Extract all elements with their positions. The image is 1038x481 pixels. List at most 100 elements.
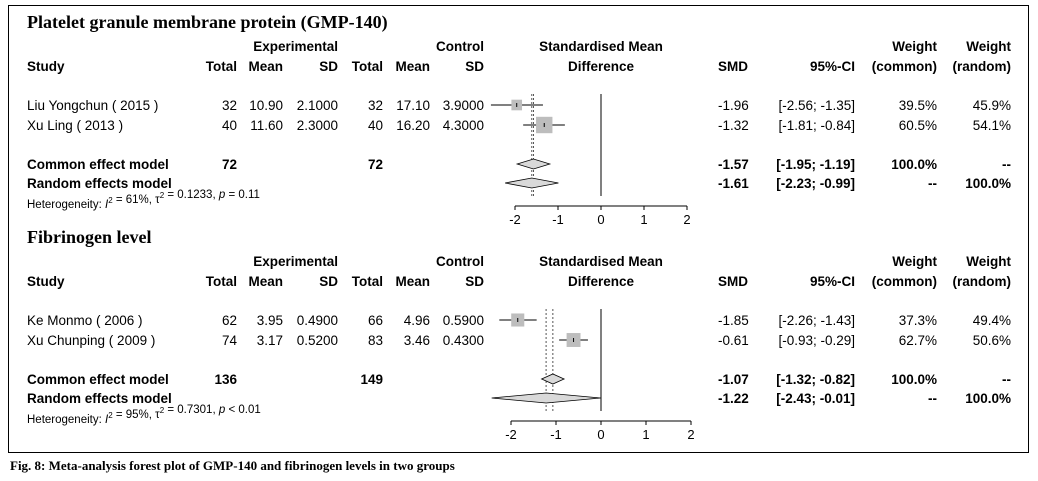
header-weight-random: Weight	[966, 254, 1011, 269]
study-ci: [-2.56; -1.35]	[778, 98, 855, 113]
header-ci: 95%-CI	[810, 59, 855, 74]
x-tick-label: 0	[597, 427, 604, 442]
figure-caption: Fig. 8: Meta-analysis forest plot of GMP…	[10, 458, 455, 473]
ctl-sd: 0.5900	[443, 313, 484, 328]
random-smd: -1.22	[718, 391, 749, 406]
exp-mean: 3.95	[257, 313, 283, 328]
study-weight-common: 37.3%	[899, 313, 937, 328]
common-weight-common: 100.0%	[891, 372, 937, 387]
header-difference: Difference	[568, 59, 635, 74]
exp-mean: 3.17	[257, 333, 283, 348]
study-weight-random: 54.1%	[973, 118, 1011, 133]
header-random: (random)	[953, 59, 1012, 74]
study-weight-random: 49.4%	[973, 313, 1011, 328]
study-ci: [-2.26; -1.43]	[778, 313, 855, 328]
random-effects-label: Random effects model	[27, 391, 172, 406]
exp-sd: 2.1000	[297, 98, 338, 113]
ctl-mean: 4.96	[404, 313, 430, 328]
panel-title: Fibrinogen level	[27, 227, 152, 247]
common-effect-diamond	[515, 158, 552, 170]
header-random: (random)	[953, 274, 1012, 289]
header-weight-random: Weight	[966, 39, 1011, 54]
random-weight-common: --	[928, 176, 937, 191]
study-name: Liu Yongchun ( 2015 )	[27, 98, 158, 113]
study-weight-random: 50.6%	[973, 333, 1011, 348]
header-experimental: Experimental	[253, 39, 338, 54]
header-study: Study	[27, 274, 65, 289]
header-ctl-sd: SD	[465, 59, 484, 74]
study-name: Xu Chunping ( 2009 )	[27, 333, 155, 348]
common-ctl-total: 72	[368, 157, 383, 172]
header-ci: 95%-CI	[810, 274, 855, 289]
common-effect-diamond	[540, 373, 566, 385]
exp-total: 62	[222, 313, 237, 328]
random-weight-random: 100.0%	[965, 176, 1011, 191]
header-smd: SMD	[718, 59, 748, 74]
header-ctl-sd: SD	[465, 274, 484, 289]
study-ci: [-0.93; -0.29]	[778, 333, 855, 348]
common-ci: [-1.95; -1.19]	[776, 157, 855, 172]
ctl-mean: 17.10	[396, 98, 430, 113]
exp-mean: 10.90	[249, 98, 283, 113]
exp-sd: 0.5200	[297, 333, 338, 348]
study-smd: -1.32	[718, 118, 749, 133]
exp-total: 74	[222, 333, 238, 348]
study-ci: [-1.81; -0.84]	[778, 118, 855, 133]
study-smd: -1.85	[718, 313, 749, 328]
x-tick-label: 2	[683, 212, 690, 227]
common-weight-random: --	[1002, 372, 1011, 387]
common-effect-label: Common effect model	[27, 157, 169, 172]
header-ctl-total: Total	[352, 274, 383, 289]
random-effects-diamond	[505, 177, 559, 189]
x-tick-label: 1	[642, 427, 649, 442]
header-common: (common)	[872, 274, 937, 289]
header-difference: Difference	[568, 274, 635, 289]
x-tick-label: -1	[550, 427, 562, 442]
header-std-mean: Standardised Mean	[539, 39, 663, 54]
x-tick-label: -1	[552, 212, 564, 227]
ctl-total: 32	[368, 98, 383, 113]
exp-sd: 0.4900	[297, 313, 338, 328]
header-ctl-mean: Mean	[395, 59, 430, 74]
ctl-sd: 0.4300	[443, 333, 484, 348]
random-weight-common: --	[928, 391, 937, 406]
study-name: Ke Monmo ( 2006 )	[27, 313, 143, 328]
header-exp-sd: SD	[319, 274, 338, 289]
x-tick-label: 1	[640, 212, 647, 227]
header-control: Control	[436, 254, 484, 269]
random-ci: [-2.23; -0.99]	[776, 176, 855, 191]
header-exp-mean: Mean	[248, 59, 283, 74]
random-weight-random: 100.0%	[965, 391, 1011, 406]
random-effects-label: Random effects model	[27, 176, 172, 191]
random-ci: [-2.43; -0.01]	[776, 391, 855, 406]
header-study: Study	[27, 59, 65, 74]
common-weight-random: --	[1002, 157, 1011, 172]
forest-plot: Platelet granule membrane protein (GMP-1…	[27, 12, 1012, 442]
ctl-total: 66	[368, 313, 383, 328]
exp-total: 40	[222, 118, 237, 133]
ctl-sd: 4.3000	[443, 118, 484, 133]
header-control: Control	[436, 39, 484, 54]
common-effect-label: Common effect model	[27, 372, 169, 387]
common-smd: -1.07	[718, 372, 749, 387]
header-exp-mean: Mean	[248, 274, 283, 289]
ctl-total: 83	[368, 333, 383, 348]
header-weight-common: Weight	[892, 254, 937, 269]
header-experimental: Experimental	[253, 254, 338, 269]
figure-frame	[8, 5, 1029, 453]
exp-sd: 2.3000	[297, 118, 338, 133]
header-exp-sd: SD	[319, 59, 338, 74]
study-weight-common: 60.5%	[899, 118, 937, 133]
ctl-mean: 16.20	[396, 118, 430, 133]
study-name: Xu Ling ( 2013 )	[27, 118, 123, 133]
study-smd: -0.61	[718, 333, 749, 348]
header-weight-common: Weight	[892, 39, 937, 54]
common-weight-common: 100.0%	[891, 157, 937, 172]
common-ctl-total: 149	[360, 372, 383, 387]
common-exp-total: 72	[222, 157, 237, 172]
header-exp-total: Total	[206, 274, 237, 289]
common-smd: -1.57	[718, 157, 749, 172]
ctl-sd: 3.9000	[443, 98, 484, 113]
x-tick-label: -2	[505, 427, 517, 442]
panel-title: Platelet granule membrane protein (GMP-1…	[27, 12, 388, 33]
